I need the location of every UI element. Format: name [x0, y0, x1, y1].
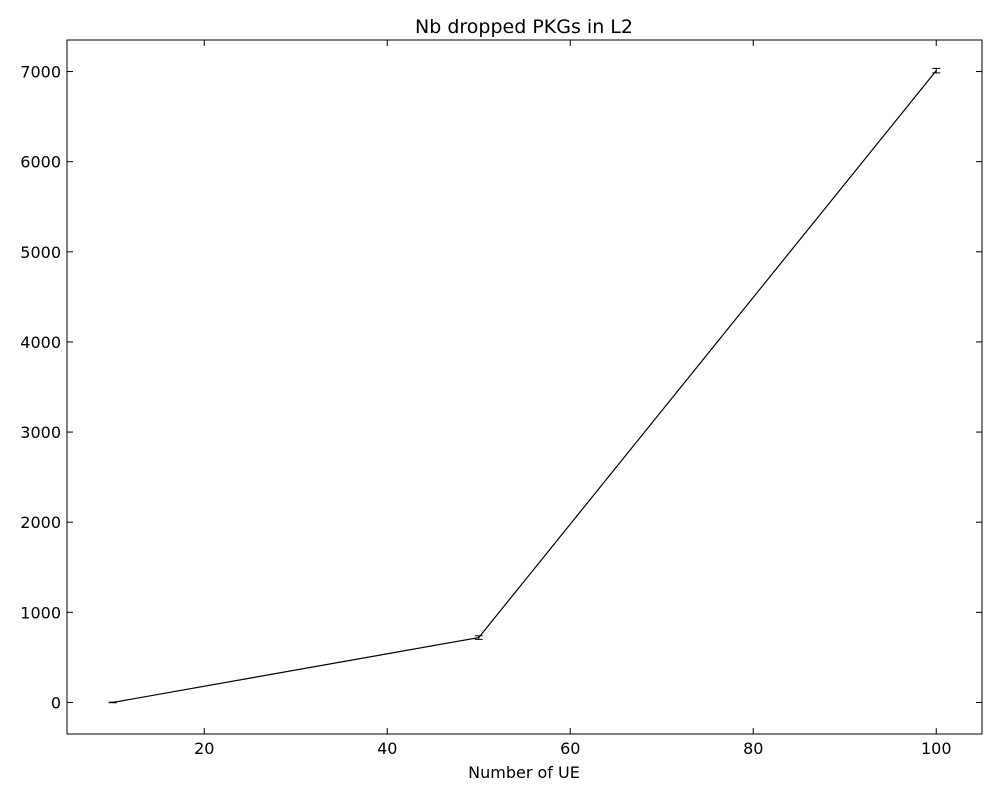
x-tick-label: 40 — [377, 739, 397, 758]
y-tick-label: 4000 — [20, 333, 61, 352]
x-tick-label: 80 — [743, 739, 763, 758]
y-tick-label: 2000 — [20, 513, 61, 532]
y-tick-label: 0 — [51, 693, 61, 712]
error-bar — [108, 701, 117, 704]
y-tick-label: 1000 — [20, 603, 61, 622]
y-tick-label: 5000 — [20, 243, 61, 262]
x-axis-ticks: 20 40 60 80 100 — [194, 40, 952, 758]
y-tick-label: 7000 — [20, 63, 61, 82]
series-layer — [108, 67, 941, 704]
plot-frame — [66, 39, 983, 735]
x-axis-label: Number of UE — [468, 763, 580, 782]
x-tick-label: 20 — [194, 739, 214, 758]
chart-title: Nb dropped PKGs in L2 — [415, 16, 633, 38]
y-axis-ticks: 0 1000 2000 3000 4000 5000 6000 7000 — [20, 63, 982, 712]
series-line — [112, 70, 937, 704]
x-tick-label: 100 — [921, 739, 952, 758]
x-tick-label: 60 — [560, 739, 580, 758]
y-tick-label: 3000 — [20, 423, 61, 442]
error-bar — [474, 635, 483, 640]
error-bar — [932, 67, 941, 74]
y-tick-label: 6000 — [20, 153, 61, 172]
